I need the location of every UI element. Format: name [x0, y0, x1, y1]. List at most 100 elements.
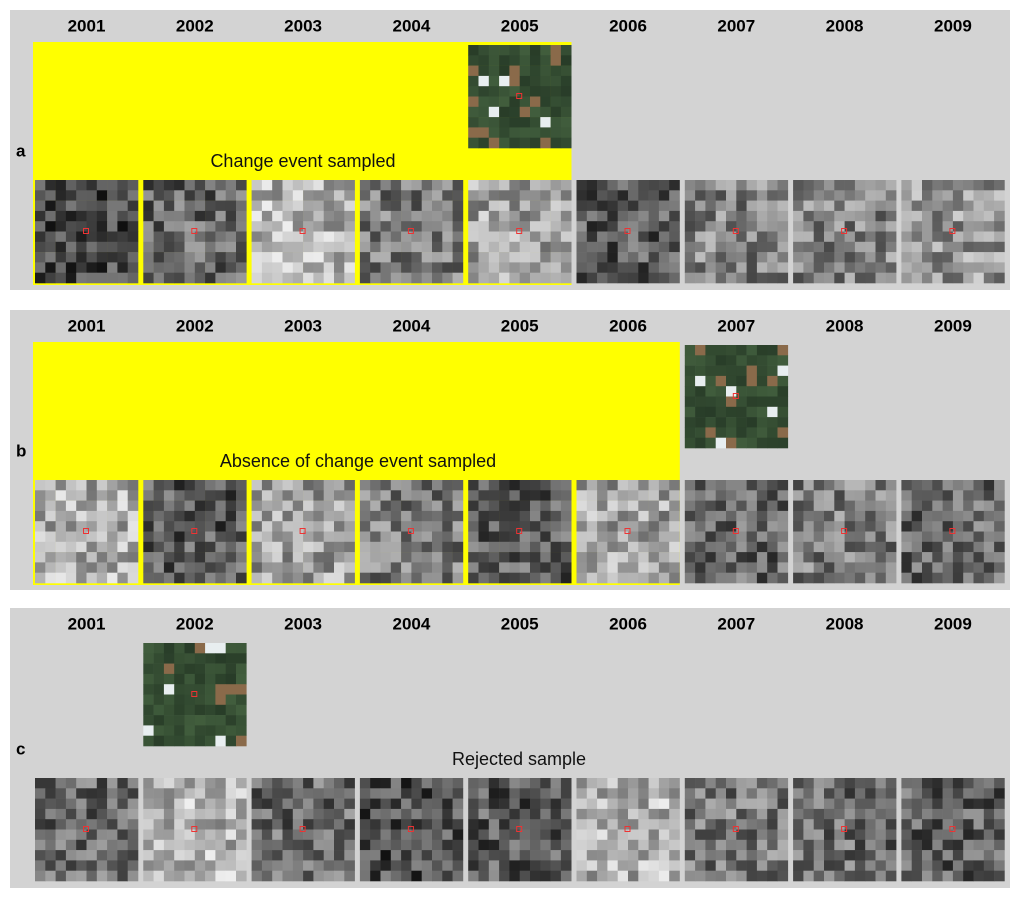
pixel	[550, 272, 562, 284]
pixel	[499, 572, 510, 584]
pixel	[303, 180, 314, 191]
pixel	[715, 480, 727, 491]
pixel	[550, 262, 562, 273]
pixel	[452, 190, 464, 201]
pixel	[942, 829, 954, 841]
thumbnail	[793, 778, 897, 882]
pixel	[994, 200, 1005, 212]
pixel	[380, 210, 392, 222]
pixel	[323, 480, 335, 491]
pixel	[432, 252, 443, 263]
pixel	[86, 190, 98, 201]
pixel	[726, 252, 737, 263]
pixel	[236, 643, 247, 654]
pixel	[638, 200, 649, 212]
pixel	[380, 829, 392, 841]
pixel	[617, 490, 629, 501]
pixel	[875, 870, 887, 882]
pixel	[334, 190, 345, 201]
pixel	[488, 106, 500, 118]
pixel	[777, 262, 789, 273]
pixel	[638, 870, 649, 882]
pixel	[560, 552, 572, 563]
pixel	[726, 839, 737, 851]
pixel	[803, 262, 814, 273]
pixel	[844, 541, 856, 553]
pixel	[272, 480, 283, 491]
pixel	[282, 272, 294, 284]
pixel	[793, 788, 804, 799]
pixel	[705, 190, 716, 201]
pixel	[163, 850, 175, 861]
pixel	[824, 252, 835, 263]
pixel	[865, 850, 876, 861]
pixel	[875, 531, 887, 543]
pixel	[885, 788, 897, 799]
pixel	[973, 490, 985, 501]
pixel	[452, 480, 464, 491]
pixel	[813, 850, 825, 861]
pixel	[359, 241, 371, 253]
pixel	[205, 510, 216, 522]
pixel	[597, 252, 608, 263]
pixel	[994, 180, 1005, 191]
pixel	[540, 531, 551, 543]
pixel	[695, 375, 706, 387]
pixel	[45, 829, 56, 841]
pixel	[560, 819, 572, 830]
pixel	[55, 778, 67, 789]
pixel	[715, 500, 727, 512]
pixel	[922, 839, 933, 851]
pixel	[194, 819, 206, 830]
pixel	[107, 562, 118, 573]
pixel	[540, 562, 551, 573]
pixel	[854, 200, 866, 212]
pixel	[756, 531, 768, 543]
pixel	[45, 500, 56, 512]
pixel	[509, 210, 520, 222]
pixel	[65, 808, 77, 820]
pixel	[359, 252, 371, 263]
pixel	[478, 75, 490, 87]
pixel	[488, 190, 500, 201]
pixel	[684, 375, 696, 387]
pixel	[478, 500, 490, 512]
pixel	[380, 870, 392, 882]
pixel	[865, 480, 876, 491]
pixel	[813, 490, 825, 501]
pixel	[658, 521, 670, 532]
pixel	[684, 365, 696, 377]
pixel	[865, 272, 876, 284]
pixel	[421, 200, 433, 212]
pixel	[153, 180, 165, 191]
pixel	[488, 541, 500, 553]
pixel	[488, 241, 500, 253]
pixel	[865, 860, 876, 871]
pixel	[194, 210, 206, 222]
pixel	[143, 541, 154, 553]
pixel	[468, 86, 479, 97]
pixel	[994, 572, 1005, 584]
pixel	[272, 252, 283, 263]
pixel	[127, 850, 139, 861]
pixel	[813, 798, 825, 810]
pixel	[540, 210, 551, 222]
pixel	[143, 684, 154, 695]
pixel	[726, 396, 737, 408]
pixel	[117, 252, 128, 263]
pixel	[509, 262, 520, 273]
pixel	[793, 221, 804, 232]
pixel	[205, 180, 216, 191]
pixel	[824, 839, 835, 851]
pixel	[478, 798, 490, 810]
pixel	[184, 735, 196, 747]
pixel	[65, 272, 77, 284]
pixel	[519, 490, 531, 501]
year-label: 2007	[717, 316, 755, 335]
pixel	[107, 788, 118, 799]
pixel	[576, 870, 588, 882]
pixel	[617, 808, 629, 820]
pixel	[509, 221, 520, 232]
pixel	[143, 180, 154, 191]
pixel	[282, 870, 294, 882]
